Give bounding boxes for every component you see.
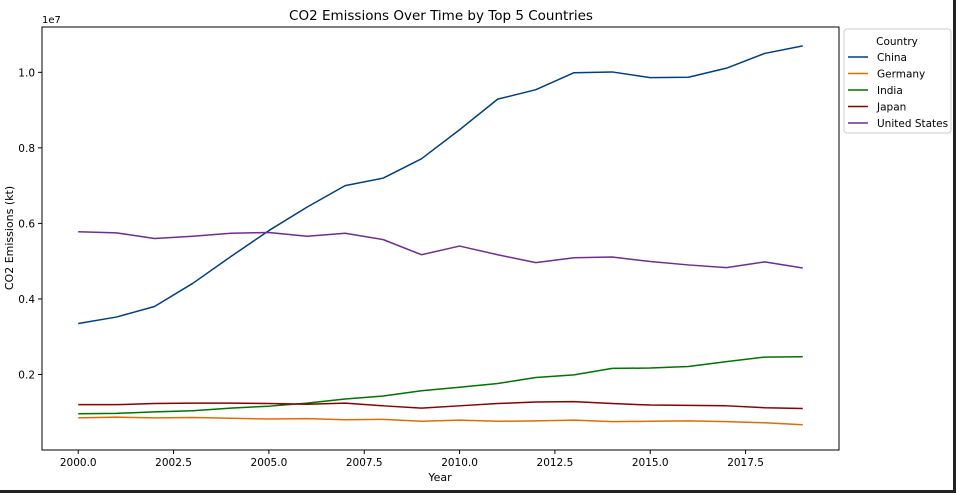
series-line-china <box>78 45 803 325</box>
x-tick-label: 2000.0 <box>60 457 97 469</box>
axis-ticks: 2000.0 2002.5 2005.0 2007.5 2010.0 2012.5 2015… <box>18 67 764 469</box>
plot-area-border <box>41 26 840 451</box>
y-tick-label: 1.0 <box>18 67 35 79</box>
legend: Country China Germany India Japan United Sta… <box>843 28 952 134</box>
x-tick-label: 2005.0 <box>251 457 288 469</box>
x-tick-label: 2017.5 <box>727 457 764 469</box>
y-axis-label: CO2 Emissions (kt) <box>3 186 16 290</box>
x-axis-label: Year <box>427 471 452 484</box>
series-line-india <box>78 355 803 415</box>
series-line-united-states <box>78 230 803 269</box>
legend-label-india: India <box>877 85 903 97</box>
y-tick-label: 0.6 <box>18 218 35 230</box>
y-tick-label: 0.8 <box>18 143 35 155</box>
y-tick-label: 0.4 <box>18 294 35 306</box>
legend-box <box>843 28 952 134</box>
series-line-germany <box>78 416 803 426</box>
y-tick-label: 0.2 <box>18 369 35 381</box>
legend-entries: China Germany India Japan United States <box>848 52 948 130</box>
x-tick-label: 2007.5 <box>346 457 383 469</box>
x-tick-label: 2015.0 <box>632 457 669 469</box>
legend-label-china: China <box>877 52 907 64</box>
legend-label-germany: Germany <box>877 69 925 81</box>
x-tick-label: 2010.0 <box>441 457 478 469</box>
legend-title: Country <box>876 36 918 48</box>
y-offset-label: 1e7 <box>42 15 61 26</box>
legend-label-united-states: United States <box>877 118 948 130</box>
series-lines <box>78 45 803 426</box>
legend-label-japan: Japan <box>876 102 906 114</box>
x-tick-label: 2002.5 <box>155 457 192 469</box>
chart-title: CO2 Emissions Over Time by Top 5 Countri… <box>289 8 593 24</box>
x-tick-label: 2012.5 <box>537 457 574 469</box>
series-line-japan <box>78 400 803 410</box>
